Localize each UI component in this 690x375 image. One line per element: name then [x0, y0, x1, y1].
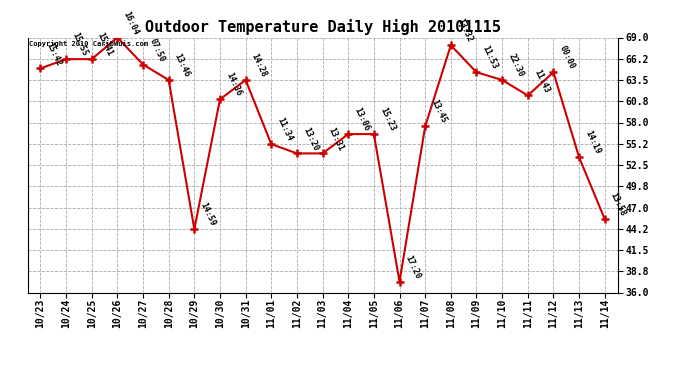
Text: 15:55: 15:55 [70, 31, 89, 58]
Text: Copyright 2010 CaribWuis.com: Copyright 2010 CaribWuis.com [29, 40, 148, 47]
Text: 07:50: 07:50 [147, 37, 166, 63]
Text: 11:53: 11:53 [481, 44, 500, 71]
Text: 15:42: 15:42 [45, 40, 63, 67]
Text: 11:43: 11:43 [532, 68, 551, 94]
Title: Outdoor Temperature Daily High 20101115: Outdoor Temperature Daily High 20101115 [145, 19, 500, 35]
Text: 14:28: 14:28 [250, 52, 268, 79]
Text: 13:06: 13:06 [353, 106, 371, 133]
Text: 22:30: 22:30 [506, 52, 525, 79]
Text: 15:41: 15:41 [96, 31, 115, 58]
Text: 15:23: 15:23 [378, 106, 397, 133]
Text: 13:31: 13:31 [327, 126, 346, 152]
Text: 14:59: 14:59 [199, 201, 217, 228]
Text: 11:34: 11:34 [275, 116, 294, 143]
Text: 14:36: 14:36 [224, 72, 243, 98]
Text: 13:20: 13:20 [301, 126, 319, 152]
Text: 16:04: 16:04 [121, 10, 140, 36]
Text: 17:20: 17:20 [404, 254, 422, 280]
Text: 13:58: 13:58 [609, 191, 628, 218]
Text: 14:19: 14:19 [583, 129, 602, 156]
Text: 00:00: 00:00 [558, 44, 576, 71]
Text: 13:45: 13:45 [429, 99, 448, 125]
Text: 13:32: 13:32 [455, 17, 474, 44]
Text: 13:46: 13:46 [172, 52, 192, 79]
